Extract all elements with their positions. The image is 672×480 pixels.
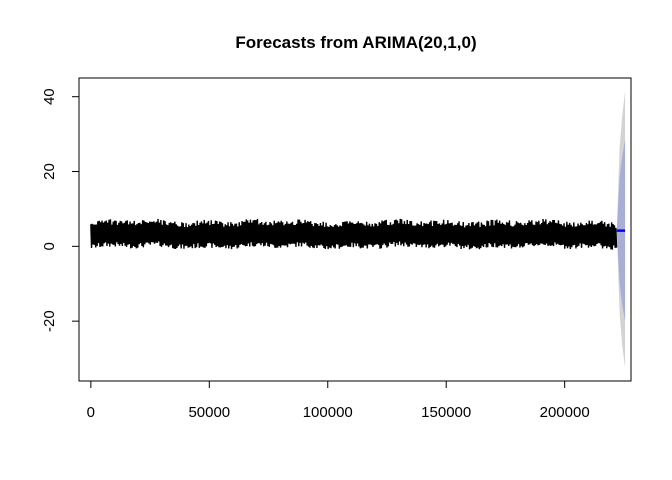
x-tick-label: 100000 — [303, 404, 353, 421]
y-tick-label: 40 — [41, 88, 58, 105]
y-tick-label: 0 — [41, 242, 58, 250]
y-tick-label: -20 — [41, 310, 58, 332]
x-axis: 0 50000 100000 150000 200000 — [87, 380, 590, 421]
x-tick-label: 0 — [87, 404, 95, 421]
x-tick-label: 50000 — [188, 404, 230, 421]
y-axis: -20 0 20 40 — [41, 88, 80, 332]
x-tick-label: 150000 — [421, 404, 471, 421]
x-tick-label: 200000 — [540, 404, 590, 421]
observed-series-line — [90, 218, 618, 250]
plot-area — [90, 91, 626, 368]
chart-title: Forecasts from ARIMA(20,1,0) — [235, 33, 476, 52]
y-tick-label: 20 — [41, 163, 58, 180]
